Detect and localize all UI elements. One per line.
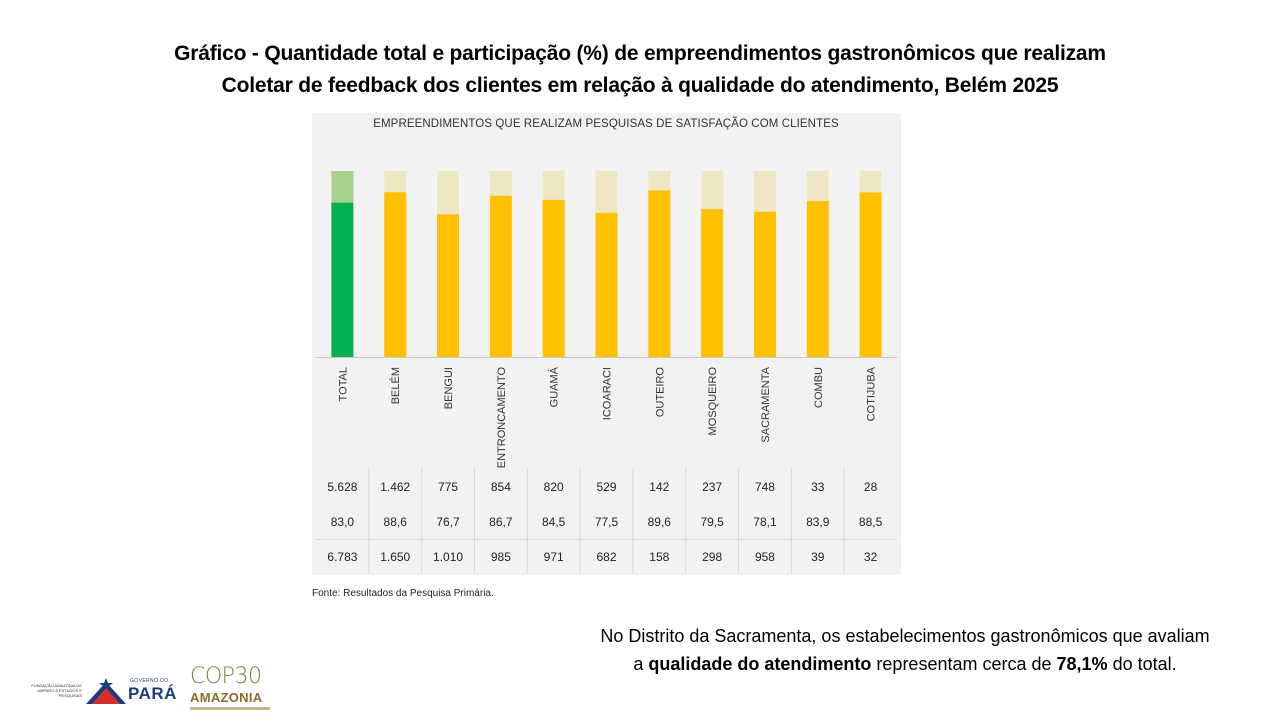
bar-main-6 <box>648 190 671 357</box>
table-cell-quantidade: 748 <box>755 480 775 494</box>
bar-chart: EMPREENDIMENTOS QUE REALIZAM PESQUISAS D… <box>316 117 897 574</box>
footer-text-2: a <box>633 654 649 674</box>
bar-main-9 <box>806 200 829 357</box>
para-flag-icon <box>86 678 126 704</box>
logo-cop-top-text: COP30 <box>190 664 262 689</box>
category-label: MOSQUEIRO <box>707 367 719 436</box>
table-cell-total: 1.010 <box>433 550 463 564</box>
bar-rest-0 <box>331 171 354 203</box>
table-cell-percentual: 84,5 <box>542 515 566 529</box>
bar-rest-2 <box>437 171 460 215</box>
table-cell-percentual: 88,6 <box>384 515 408 529</box>
table-cell-quantidade: 5.628 <box>327 480 357 494</box>
table-cell-total: 958 <box>755 550 775 564</box>
logo-governo-para: FUNDAÇÃO AMAZÔNIA DE AMPARO A ESTUDOS E … <box>30 676 178 706</box>
table-cell-total: 682 <box>596 550 616 564</box>
table-cell-percentual: 76,7 <box>436 515 460 529</box>
slide-title: Gráfico - Quantidade total e participaçã… <box>0 38 1280 102</box>
bar-rest-9 <box>806 171 829 201</box>
table-cell-quantidade: 28 <box>864 480 878 494</box>
table-cell-quantidade: 854 <box>491 480 511 494</box>
table-cell-total: 971 <box>544 550 564 564</box>
category-label: SACRAMENTA <box>760 366 772 442</box>
footer-note: No Distrito da Sacramenta, os estabeleci… <box>540 622 1270 678</box>
logo-cop30: COP30 AMAZONIA <box>188 660 272 716</box>
category-label: TOTAL <box>337 367 349 401</box>
table-cell-quantidade: 820 <box>544 480 564 494</box>
bar-main-4 <box>542 199 565 357</box>
source-note: Fonte: Resultados da Pesquisa Primária. <box>312 588 494 599</box>
logo-cop-bottom-text: AMAZONIA <box>190 690 263 705</box>
table-cell-quantidade: 775 <box>438 480 458 494</box>
bar-main-2 <box>437 214 460 357</box>
bar-rest-8 <box>753 171 776 212</box>
chart-title: EMPREENDIMENTOS QUE REALIZAM PESQUISAS D… <box>373 117 839 130</box>
table-cell-percentual: 79,5 <box>700 515 724 529</box>
category-label: ICOARACI <box>602 367 614 420</box>
logo-fapespa-text: FUNDAÇÃO AMAZÔNIA DE AMPARO A ESTUDOS E … <box>31 683 82 698</box>
bar-main-7 <box>701 209 724 357</box>
table-cell-total: 39 <box>811 550 825 564</box>
table-cell-total: 158 <box>649 550 669 564</box>
title-line-2: Coletar de feedback dos clientes em rela… <box>221 74 1059 97</box>
logo-cop-underline <box>190 707 270 710</box>
bar-main-3 <box>489 195 512 357</box>
footer-text-4: do total. <box>1107 654 1177 674</box>
bar-rest-7 <box>701 171 724 210</box>
bar-main-8 <box>753 211 776 357</box>
table-cell-percentual: 78,1 <box>753 515 777 529</box>
bar-main-1 <box>384 192 407 357</box>
bar-main-0 <box>331 202 354 357</box>
bar-main-5 <box>595 212 618 357</box>
footer-text-3: representam cerca de <box>871 654 1057 674</box>
table-cell-total: 298 <box>702 550 722 564</box>
table-cell-percentual: 89,6 <box>648 515 672 529</box>
table-cell-total: 6.783 <box>327 550 357 564</box>
table-cell-percentual: 86,7 <box>489 515 513 529</box>
category-label: OUTEIRO <box>654 367 666 418</box>
table-cell-percentual: 83,0 <box>331 515 355 529</box>
bar-rest-6 <box>648 171 671 191</box>
footer-bold-2: 78,1% <box>1056 654 1108 674</box>
table-cell-total: 985 <box>491 550 511 564</box>
category-label: GUAMÁ <box>548 366 561 407</box>
logo-gov-small-text: GOVERNO DO <box>130 678 169 684</box>
bar-rest-5 <box>595 171 618 213</box>
bar-rest-10 <box>859 171 882 193</box>
bar-rest-1 <box>384 171 407 193</box>
footer-text-1: No Distrito da Sacramenta, os estabeleci… <box>600 626 1210 646</box>
chart-panel: EMPREENDIMENTOS QUE REALIZAM PESQUISAS D… <box>312 113 901 575</box>
table-cell-percentual: 88,5 <box>859 515 883 529</box>
table-cell-total: 32 <box>864 550 878 564</box>
title-line-1: Gráfico - Quantidade total e participaçã… <box>174 42 1106 65</box>
table-cell-percentual: 77,5 <box>595 515 619 529</box>
category-label: BELÉM <box>389 367 402 404</box>
category-label: COTIJUBA <box>866 366 878 421</box>
table-cell-quantidade: 33 <box>811 480 825 494</box>
bar-rest-3 <box>489 171 512 196</box>
category-label: ENTRONCAMENTO <box>496 367 508 469</box>
category-label: BENGUI <box>443 367 455 409</box>
logo-para-text: PARÁ <box>128 684 177 703</box>
table-cell-percentual: 83,9 <box>806 515 830 529</box>
table-cell-total: 1.650 <box>380 550 410 564</box>
bar-rest-4 <box>542 171 565 200</box>
table-cell-quantidade: 142 <box>649 480 669 494</box>
footer-bold-1: qualidade do atendimento <box>648 654 872 674</box>
bar-main-10 <box>859 192 882 357</box>
table-cell-quantidade: 529 <box>596 480 616 494</box>
category-label: COMBU <box>813 367 825 408</box>
table-cell-quantidade: 237 <box>702 480 722 494</box>
table-cell-quantidade: 1.462 <box>380 480 410 494</box>
